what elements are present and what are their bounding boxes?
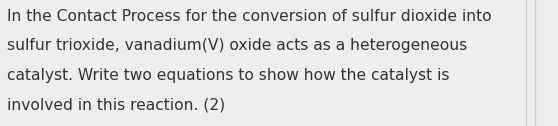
Text: sulfur trioxide, vanadium(V) oxide acts as a heterogeneous: sulfur trioxide, vanadium(V) oxide acts … bbox=[7, 38, 467, 53]
Text: involved in this reaction. (2): involved in this reaction. (2) bbox=[7, 98, 225, 113]
Text: catalyst. Write two equations to show how the catalyst is: catalyst. Write two equations to show ho… bbox=[7, 68, 449, 83]
Text: In the Contact Process for the conversion of sulfur dioxide into: In the Contact Process for the conversio… bbox=[7, 9, 492, 24]
